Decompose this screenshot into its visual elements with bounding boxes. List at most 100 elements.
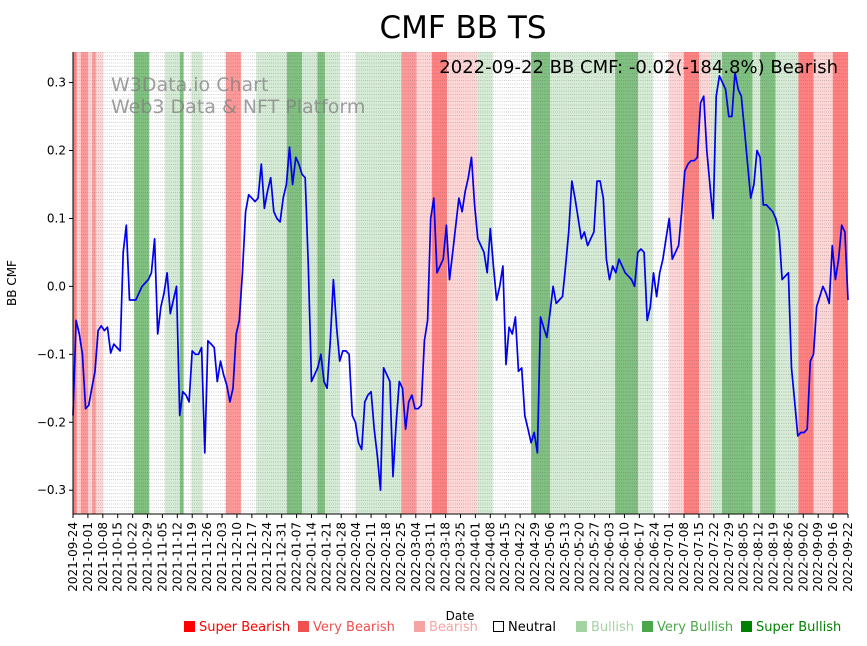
x-tick-label: 2022-09-22 xyxy=(841,522,855,592)
regime-band xyxy=(832,52,848,514)
regime-bands xyxy=(73,52,848,514)
x-tick-label: 2021-10-29 xyxy=(141,522,155,592)
regime-band xyxy=(302,52,318,514)
regime-band xyxy=(760,52,776,514)
x-tick-label: 2022-01-21 xyxy=(319,522,333,592)
legend-swatch-icon xyxy=(741,621,752,632)
x-tick-label: 2021-10-22 xyxy=(126,522,140,592)
y-tick-label: 0.3 xyxy=(47,76,66,90)
x-tick-label: 2021-11-12 xyxy=(170,522,184,592)
x-tick-label: 2021-11-05 xyxy=(155,522,169,592)
x-tick-label: 2022-01-07 xyxy=(290,522,304,592)
x-tick-label: 2022-05-06 xyxy=(543,522,557,592)
grid-lines xyxy=(72,52,849,514)
regime-band xyxy=(531,52,551,514)
y-axis-ticks: −0.3 −0.2 −0.1 0.0 0.1 0.2 0.3 xyxy=(37,76,73,497)
x-tick-label: 2022-02-25 xyxy=(394,522,408,592)
legend-swatch-icon xyxy=(576,621,587,632)
x-tick-label: 2022-07-29 xyxy=(722,522,736,592)
legend-item: Neutral xyxy=(493,620,556,635)
y-tick-label: 0.2 xyxy=(47,144,66,158)
legend-label: Bullish xyxy=(591,620,635,635)
x-tick-label: 2022-04-29 xyxy=(528,522,542,592)
x-tick-label: 2022-02-04 xyxy=(349,522,363,592)
legend-item: Super Bullish xyxy=(741,620,841,635)
legend-swatch-icon xyxy=(414,621,425,632)
watermark-line-1: W3Data.io Chart xyxy=(111,74,268,96)
x-tick-label: 2022-08-19 xyxy=(766,522,780,592)
legend-swatch-icon xyxy=(298,621,309,632)
x-tick-label: 2021-11-19 xyxy=(185,522,199,592)
regime-band xyxy=(95,52,104,514)
regime-band xyxy=(80,52,89,514)
y-tick-label: −0.1 xyxy=(37,347,66,361)
x-tick-label: 2022-05-27 xyxy=(588,522,602,592)
regime-band xyxy=(798,52,814,514)
regime-band xyxy=(134,52,150,514)
legend-item: Super Bearish xyxy=(184,620,290,635)
regime-band xyxy=(683,52,700,514)
regime-band xyxy=(492,52,532,514)
x-tick-label: 2022-05-20 xyxy=(573,522,587,592)
y-tick-label: −0.2 xyxy=(37,415,66,429)
x-tick-label: 2022-08-05 xyxy=(737,522,751,592)
legend-item: Bullish xyxy=(576,620,634,635)
regime-band xyxy=(202,52,226,514)
x-tick-label: 2022-04-01 xyxy=(468,522,482,592)
regime-band xyxy=(699,52,711,514)
regime-band xyxy=(340,52,356,514)
regime-band xyxy=(477,52,493,514)
x-tick-label: 2021-11-26 xyxy=(200,522,214,592)
x-tick-label: 2022-07-15 xyxy=(692,522,706,592)
x-tick-label: 2022-07-22 xyxy=(707,522,721,592)
x-tick-label: 2022-01-28 xyxy=(334,522,348,592)
x-tick-label: 2022-03-25 xyxy=(454,522,468,592)
x-tick-label: 2022-02-11 xyxy=(364,522,378,592)
x-tick-label: 2022-06-10 xyxy=(617,522,631,592)
legend: Super Bearish Very Bearish Bearish Neutral B… xyxy=(0,618,867,640)
x-tick-label: 2022-09-02 xyxy=(796,522,810,592)
regime-band xyxy=(775,52,799,514)
legend-label: Super Bullish xyxy=(756,620,842,635)
x-tick-label: 2022-03-18 xyxy=(439,522,453,592)
legend-label: Bearish xyxy=(429,620,478,635)
x-tick-label: 2021-12-03 xyxy=(215,522,229,592)
x-axis-label: Date xyxy=(446,609,475,623)
x-tick-label: 2022-09-09 xyxy=(811,522,825,592)
regime-band xyxy=(240,52,257,514)
legend-item: Very Bearish xyxy=(298,620,395,635)
regime-band xyxy=(752,52,761,514)
regime-band xyxy=(550,52,616,514)
regime-band xyxy=(653,52,669,514)
regime-band xyxy=(179,52,184,514)
regime-band xyxy=(286,52,303,514)
x-tick-label: 2021-12-24 xyxy=(260,522,274,592)
x-tick-label: 2021-10-01 xyxy=(81,522,95,592)
regime-band xyxy=(183,52,192,514)
regime-band xyxy=(615,52,639,514)
x-tick-label: 2022-09-16 xyxy=(826,522,840,592)
x-tick-label: 2022-06-03 xyxy=(603,522,617,592)
x-axis-ticks: 2021-09-24 2021-10-01 2021-10-08 2021-10-15… xyxy=(66,514,855,592)
x-tick-label: 2022-06-24 xyxy=(647,522,661,592)
regime-band xyxy=(813,52,833,514)
legend-label: Neutral xyxy=(508,620,556,635)
x-tick-label: 2022-04-15 xyxy=(498,522,512,592)
regime-band xyxy=(256,52,287,514)
legend-item: Bearish xyxy=(414,620,478,635)
x-tick-label: 2021-09-24 xyxy=(66,522,80,592)
x-tick-label: 2022-07-01 xyxy=(662,522,676,592)
x-tick-label: 2021-10-15 xyxy=(111,522,125,592)
x-tick-label: 2022-08-26 xyxy=(781,522,795,592)
x-tick-label: 2022-03-04 xyxy=(409,522,423,592)
y-tick-label: 0.1 xyxy=(47,211,66,225)
legend-swatch-icon xyxy=(642,621,653,632)
regime-band xyxy=(149,52,165,514)
y-tick-label: 0.0 xyxy=(47,279,66,293)
regime-band xyxy=(722,52,753,514)
x-tick-label: 2022-08-12 xyxy=(752,522,766,592)
regime-band xyxy=(317,52,325,514)
latest-value-annotation: 2022-09-22 BB CMF: -0.02(-184.8%) Bearis… xyxy=(439,57,838,78)
regime-band xyxy=(88,52,93,514)
